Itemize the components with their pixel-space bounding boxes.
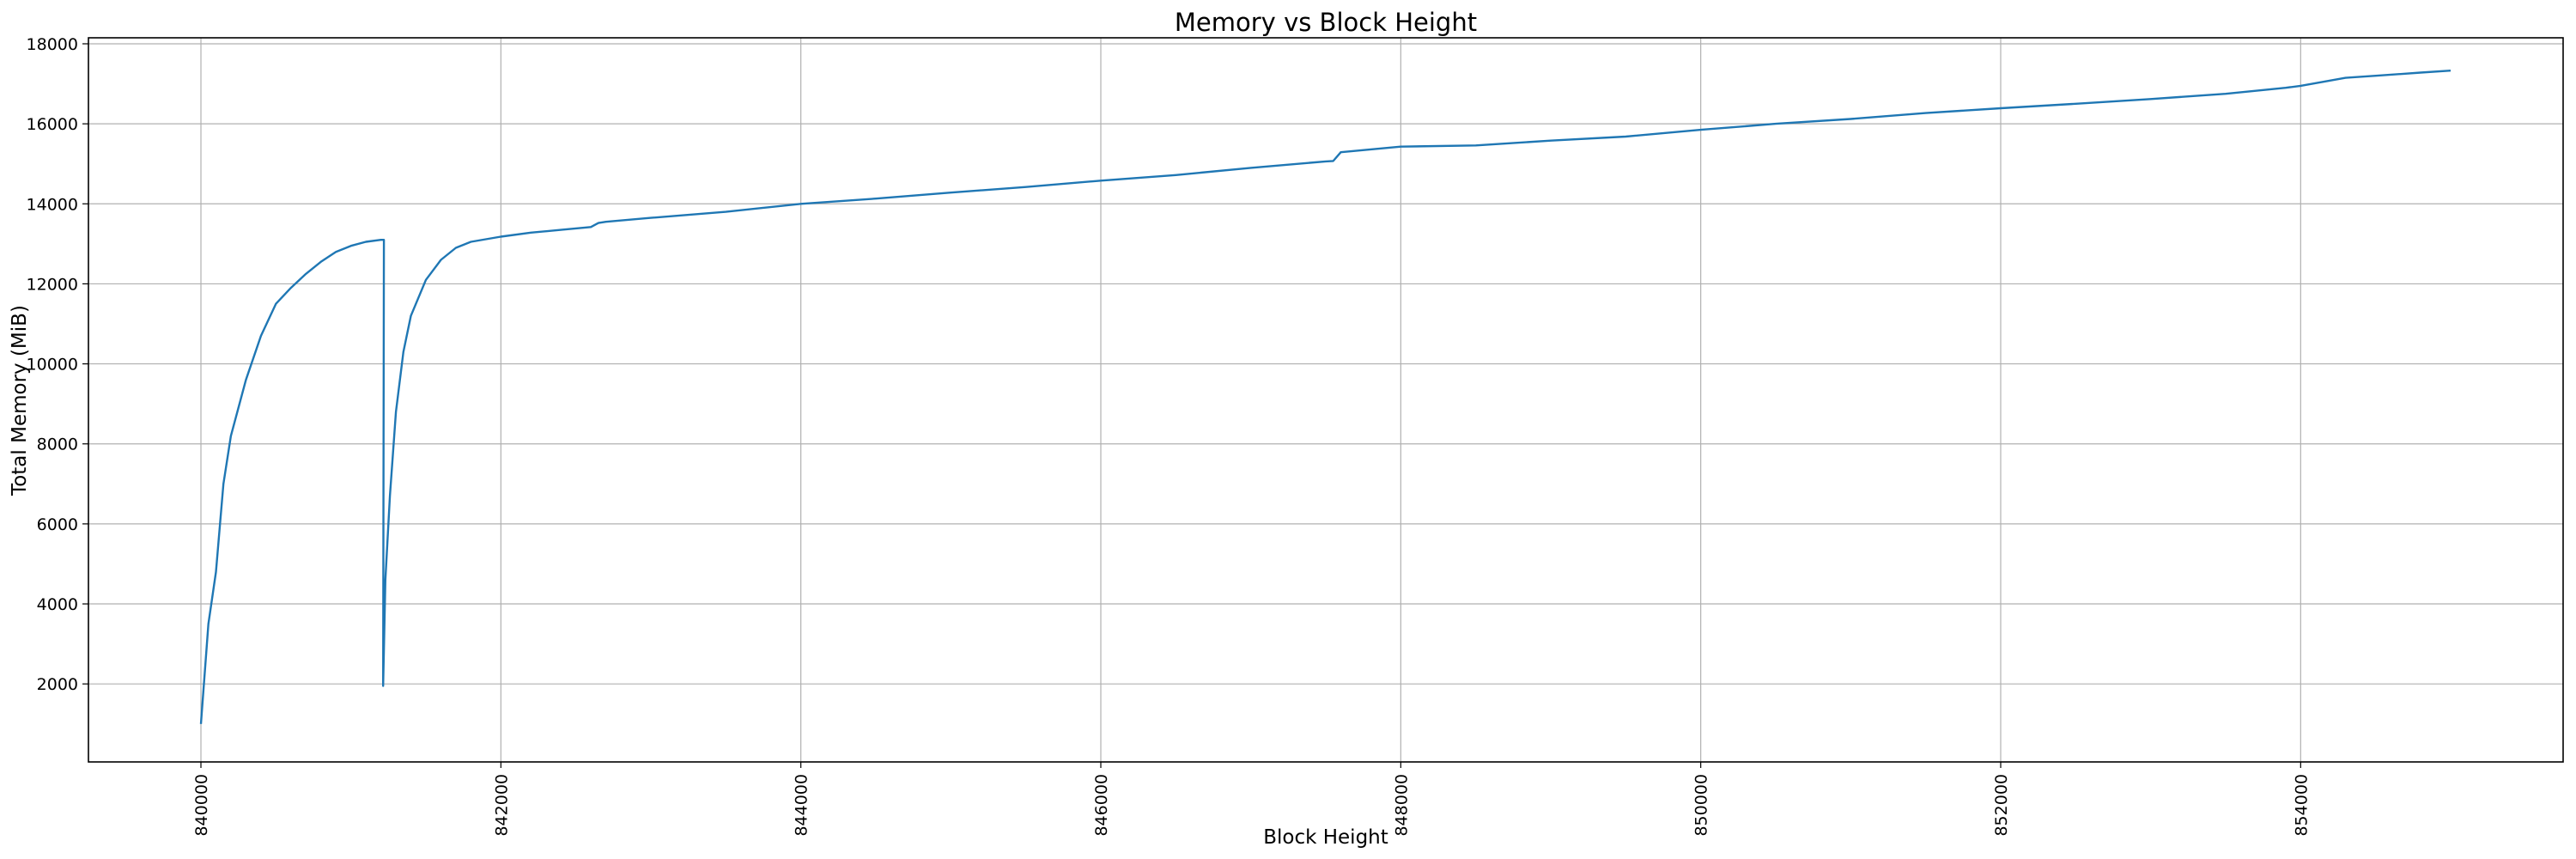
x-tick-label: 846000 [1092,774,1111,837]
chart-title: Memory vs Block Height [1175,8,1477,37]
x-tick-label: 844000 [793,774,811,837]
y-tick-label: 14000 [27,195,78,214]
ticks: 840000 842000 844000 846000 848000 850000 8520… [27,35,2312,837]
plot-frame [88,37,2564,763]
series-line [199,70,2451,724]
x-tick-label: 840000 [192,774,211,837]
y-tick-label: 16000 [27,115,78,134]
y-tick-label: 2000 [37,675,78,694]
x-tick-label: 852000 [1992,774,2011,837]
x-tick-label: 842000 [492,774,511,837]
y-axis-label: Total Memory (MiB) [9,305,31,497]
series-layer [199,70,2451,724]
x-tick-label: 848000 [1392,774,1411,837]
x-axis-label: Block Height [1263,826,1388,849]
y-tick-label: 18000 [27,35,78,54]
x-tick-label: 854000 [2292,774,2311,837]
grid [88,38,2563,762]
y-tick-label: 6000 [37,515,78,534]
x-tick-label: 850000 [1692,774,1711,837]
y-tick-label: 4000 [37,595,78,614]
y-tick-label: 10000 [27,356,78,375]
y-tick-label: 12000 [27,275,78,294]
y-tick-label: 8000 [37,436,78,454]
